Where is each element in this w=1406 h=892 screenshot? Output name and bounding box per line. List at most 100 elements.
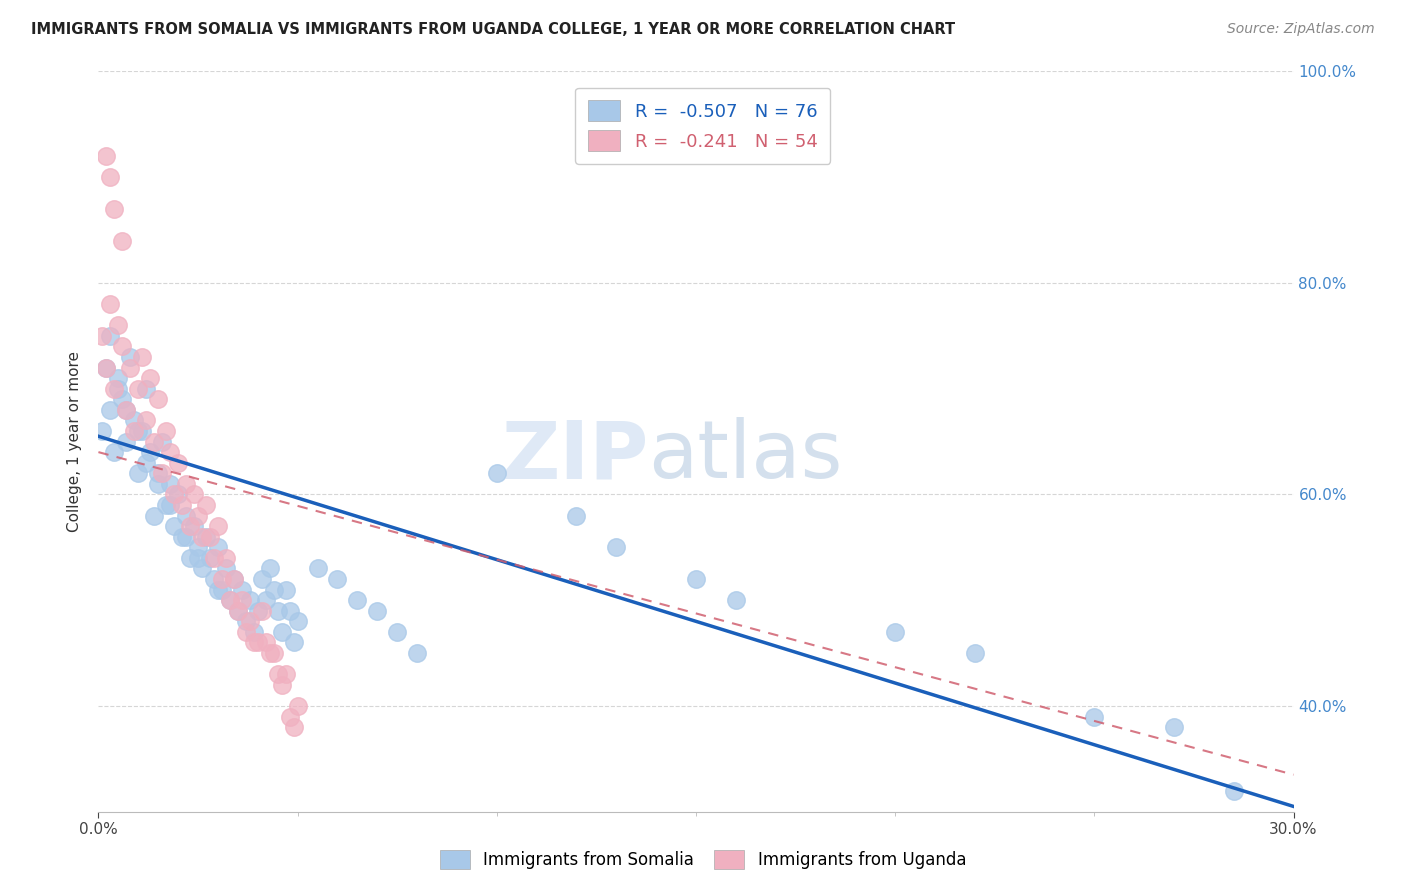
Point bbox=[187, 550, 209, 565]
Point bbox=[326, 572, 349, 586]
Point bbox=[163, 519, 186, 533]
Point bbox=[135, 456, 157, 470]
Point bbox=[115, 434, 138, 449]
Point bbox=[103, 445, 125, 459]
Point bbox=[120, 350, 142, 364]
Point bbox=[222, 572, 245, 586]
Point bbox=[148, 392, 170, 407]
Point bbox=[366, 604, 388, 618]
Point bbox=[167, 487, 190, 501]
Point bbox=[124, 413, 146, 427]
Point bbox=[143, 508, 166, 523]
Point bbox=[283, 635, 305, 649]
Point bbox=[159, 498, 181, 512]
Point bbox=[267, 604, 290, 618]
Point bbox=[195, 498, 218, 512]
Point bbox=[96, 360, 118, 375]
Point bbox=[131, 424, 153, 438]
Point bbox=[111, 339, 134, 353]
Point bbox=[219, 593, 242, 607]
Legend: Immigrants from Somalia, Immigrants from Uganda: Immigrants from Somalia, Immigrants from… bbox=[430, 840, 976, 880]
Point bbox=[250, 572, 273, 586]
Point bbox=[1223, 783, 1246, 797]
Point bbox=[239, 615, 262, 629]
Point bbox=[246, 604, 269, 618]
Text: IMMIGRANTS FROM SOMALIA VS IMMIGRANTS FROM UGANDA COLLEGE, 1 YEAR OR MORE CORREL: IMMIGRANTS FROM SOMALIA VS IMMIGRANTS FR… bbox=[31, 22, 955, 37]
Point bbox=[107, 382, 129, 396]
Point bbox=[148, 476, 170, 491]
Text: Source: ZipAtlas.com: Source: ZipAtlas.com bbox=[1227, 22, 1375, 37]
Point bbox=[127, 424, 149, 438]
Point bbox=[150, 434, 173, 449]
Point bbox=[120, 360, 142, 375]
Point bbox=[259, 646, 281, 660]
Point bbox=[235, 624, 257, 639]
Point bbox=[159, 445, 181, 459]
Point bbox=[91, 328, 114, 343]
Point bbox=[211, 572, 233, 586]
Point bbox=[107, 371, 129, 385]
Point bbox=[207, 519, 229, 533]
Point bbox=[207, 582, 229, 597]
Point bbox=[385, 624, 409, 639]
Y-axis label: College, 1 year or more: College, 1 year or more bbox=[67, 351, 83, 532]
Point bbox=[283, 720, 305, 734]
Point bbox=[174, 508, 197, 523]
Text: atlas: atlas bbox=[648, 417, 842, 495]
Point bbox=[179, 550, 201, 565]
Point bbox=[254, 593, 277, 607]
Point bbox=[198, 550, 221, 565]
Point bbox=[270, 624, 292, 639]
Point bbox=[250, 604, 273, 618]
Point bbox=[270, 678, 292, 692]
Point bbox=[174, 530, 197, 544]
Point bbox=[172, 498, 194, 512]
Point bbox=[172, 530, 194, 544]
Point bbox=[274, 667, 297, 681]
Point bbox=[605, 541, 627, 555]
Point bbox=[222, 572, 245, 586]
Point bbox=[259, 561, 281, 575]
Point bbox=[127, 467, 149, 481]
Point bbox=[219, 593, 242, 607]
Point bbox=[191, 561, 214, 575]
Point bbox=[243, 635, 266, 649]
Point bbox=[115, 402, 138, 417]
Point bbox=[150, 467, 173, 481]
Point bbox=[139, 371, 162, 385]
Point bbox=[243, 624, 266, 639]
Point bbox=[103, 382, 125, 396]
Point bbox=[565, 508, 588, 523]
Point bbox=[226, 604, 249, 618]
Point bbox=[179, 519, 201, 533]
Point bbox=[98, 328, 122, 343]
Point bbox=[115, 402, 138, 417]
Point bbox=[207, 541, 229, 555]
Point bbox=[254, 635, 277, 649]
Point bbox=[287, 698, 309, 713]
Text: ZIP: ZIP bbox=[501, 417, 648, 495]
Point bbox=[215, 561, 238, 575]
Point bbox=[231, 593, 253, 607]
Point bbox=[235, 615, 257, 629]
Point bbox=[346, 593, 368, 607]
Point bbox=[111, 392, 134, 407]
Point bbox=[267, 667, 290, 681]
Point bbox=[1083, 709, 1105, 723]
Point bbox=[155, 498, 177, 512]
Point bbox=[685, 572, 707, 586]
Point bbox=[127, 382, 149, 396]
Point bbox=[211, 582, 233, 597]
Point bbox=[195, 530, 218, 544]
Point bbox=[107, 318, 129, 333]
Point bbox=[124, 424, 146, 438]
Point bbox=[187, 508, 209, 523]
Point bbox=[98, 170, 122, 185]
Point bbox=[111, 234, 134, 248]
Point bbox=[91, 424, 114, 438]
Point bbox=[263, 582, 285, 597]
Point bbox=[148, 467, 170, 481]
Point bbox=[96, 360, 118, 375]
Point bbox=[278, 604, 301, 618]
Point bbox=[724, 593, 747, 607]
